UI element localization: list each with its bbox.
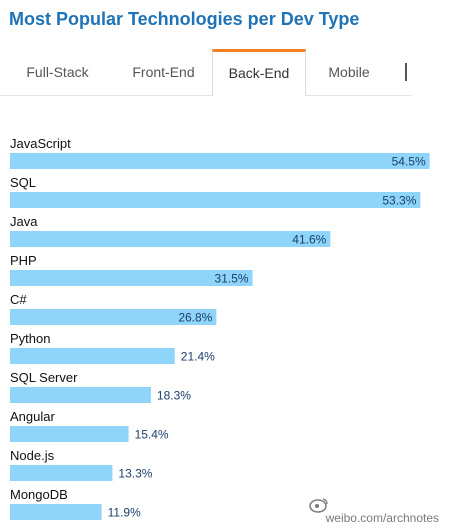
tab-mobile[interactable]: Mobile xyxy=(328,64,370,80)
category-label: MongoDB xyxy=(10,487,68,502)
value-label: 13.3% xyxy=(118,467,152,481)
bar-chart: JavaScript 54.5% SQL 53.3% Java 41.6% PHP 31.5%… xyxy=(10,136,430,520)
value-label: 41.6% xyxy=(292,233,326,247)
weibo-logo-icon xyxy=(309,498,328,513)
bar xyxy=(10,465,113,481)
category-label: Angular xyxy=(10,409,55,424)
dev-type-tabs: Full-Stack Front-End Back-End Mobile xyxy=(0,49,412,96)
value-label: 21.4% xyxy=(181,350,215,364)
bar xyxy=(10,348,175,364)
category-label: Python xyxy=(10,331,50,346)
value-label: 18.3% xyxy=(157,389,191,403)
category-label: Node.js xyxy=(10,448,55,463)
bar xyxy=(10,153,430,169)
bar xyxy=(10,231,331,247)
bar xyxy=(10,309,217,325)
category-label: SQL Server xyxy=(10,370,78,385)
bar xyxy=(10,426,129,442)
chart-title: Most Popular Technologies per Dev Type xyxy=(9,9,360,29)
more-tabs-indicator[interactable] xyxy=(405,63,407,81)
bar xyxy=(10,504,102,520)
tab-front-end[interactable]: Front-End xyxy=(132,64,195,80)
value-label: 26.8% xyxy=(178,311,212,325)
value-label: 53.3% xyxy=(382,194,416,208)
bar xyxy=(10,270,253,286)
category-label: Java xyxy=(10,214,38,229)
tab-back-end[interactable]: Back-End xyxy=(212,49,306,96)
category-label: C# xyxy=(10,292,27,307)
bar xyxy=(10,192,421,208)
bar xyxy=(10,387,151,403)
value-label: 11.9% xyxy=(108,506,141,520)
category-label: SQL xyxy=(10,175,36,190)
category-label: JavaScript xyxy=(10,136,71,151)
value-label: 54.5% xyxy=(392,155,426,169)
watermark: weibo.com/archnotes xyxy=(325,511,439,525)
tab-full-stack[interactable]: Full-Stack xyxy=(26,64,89,80)
value-label: 15.4% xyxy=(135,428,169,442)
category-label: PHP xyxy=(10,253,37,268)
value-label: 31.5% xyxy=(215,272,249,286)
